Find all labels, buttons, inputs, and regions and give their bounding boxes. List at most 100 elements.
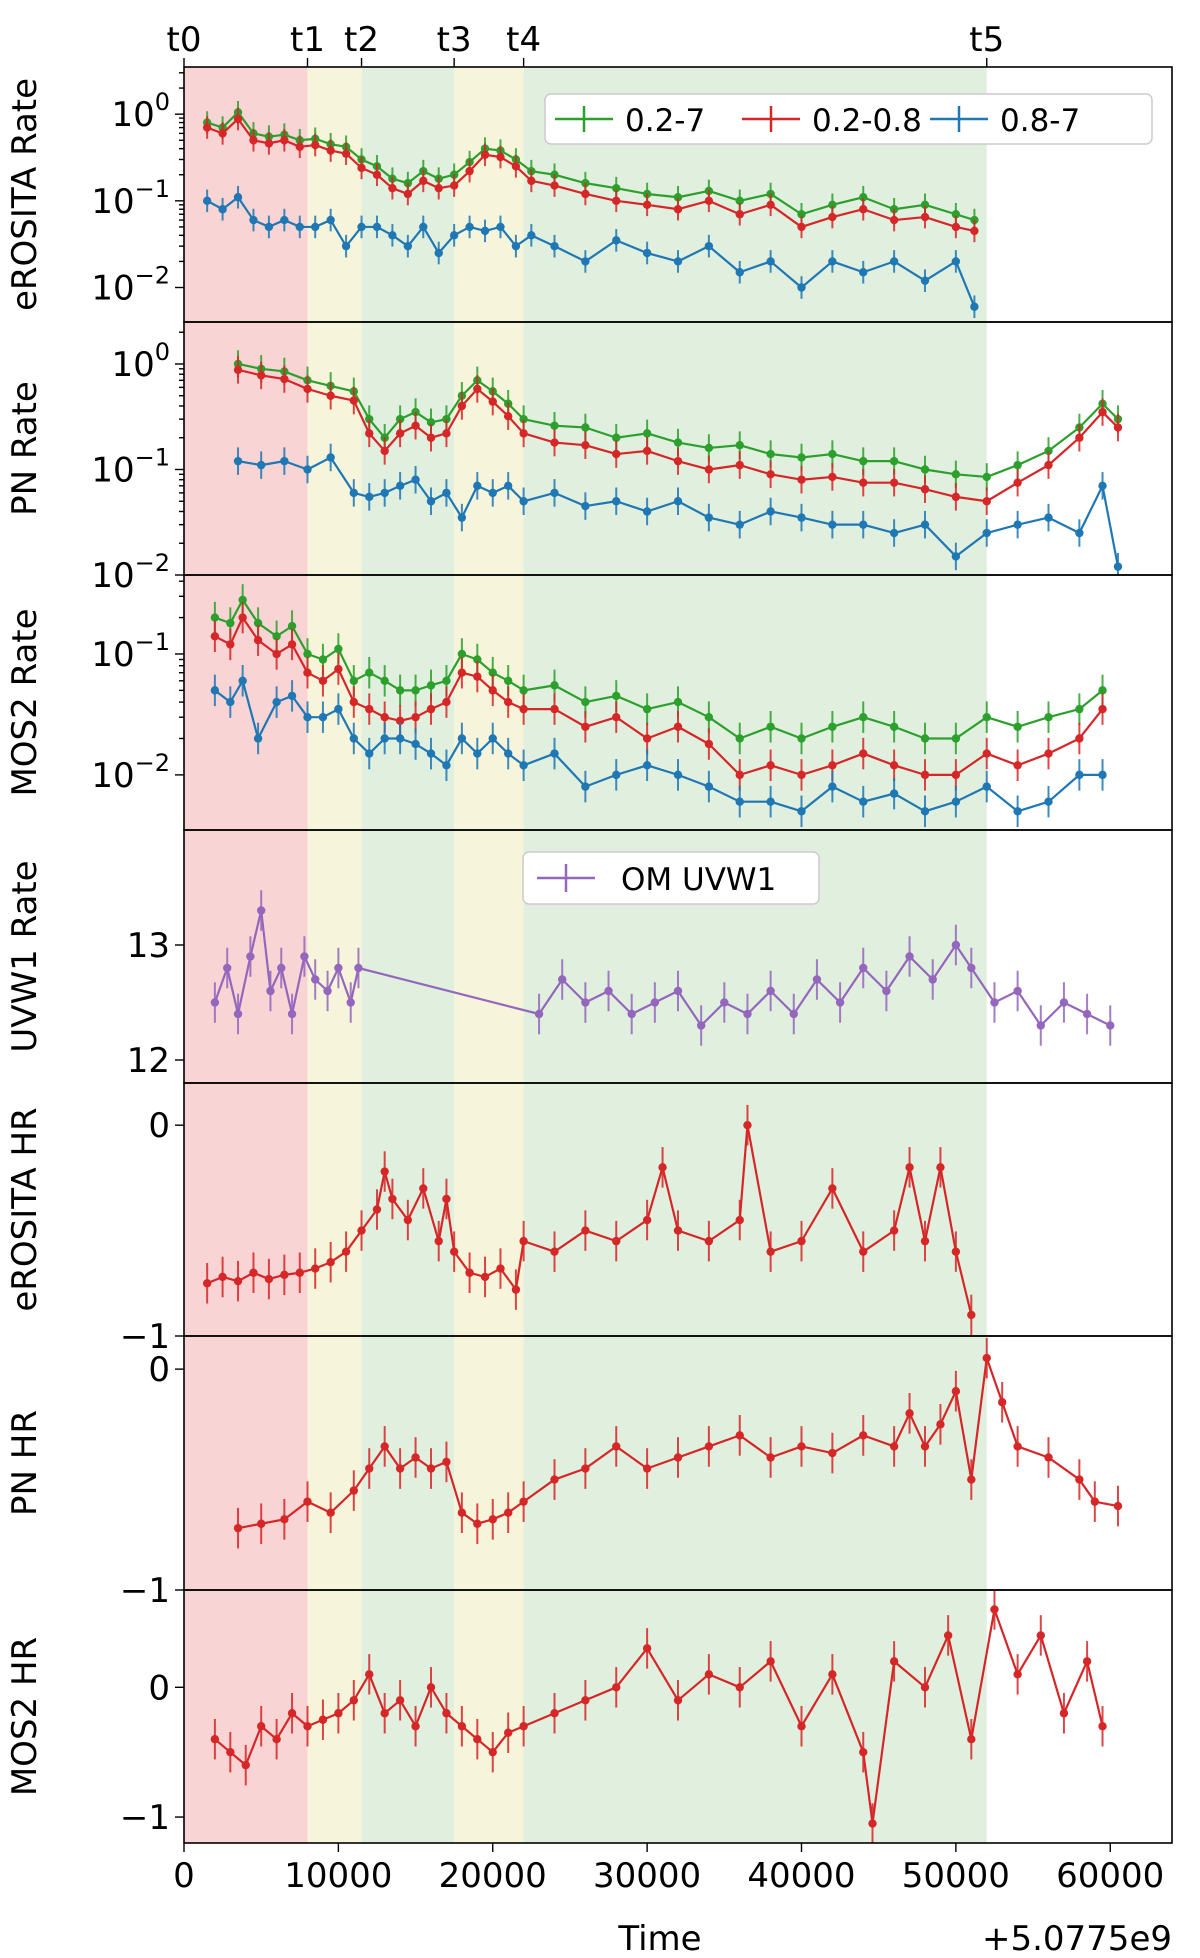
data-point bbox=[287, 1709, 297, 1718]
data-point bbox=[920, 734, 930, 743]
data-point bbox=[442, 761, 451, 770]
y-tick-label-erosita-hr-0: 0 bbox=[148, 1106, 170, 1146]
data-point bbox=[743, 1120, 752, 1130]
data-point bbox=[859, 1747, 868, 1757]
data-point bbox=[612, 183, 621, 193]
data-point bbox=[488, 1515, 497, 1524]
data-point bbox=[1036, 1631, 1045, 1640]
data-point bbox=[326, 215, 335, 225]
data-point bbox=[797, 734, 806, 743]
data-point bbox=[241, 1760, 250, 1770]
data-point bbox=[403, 189, 413, 199]
data-point bbox=[326, 1258, 335, 1267]
data-point bbox=[828, 200, 837, 209]
data-point bbox=[442, 429, 451, 438]
panel-mos2-hr: MOS2 HR 0 −1 bbox=[5, 1589, 1173, 1844]
y-tick-label-erosita-rate-0: 100 bbox=[111, 88, 170, 135]
data-point bbox=[365, 1464, 374, 1473]
data-point bbox=[797, 1236, 806, 1246]
data-point bbox=[735, 520, 744, 529]
panels: eROSITA Rate 100 10−1 10−2 0.2-7 0.2-0.8 0.8-7… bbox=[5, 66, 1173, 1844]
y-tick-label-uvw1-rate-0: 13 bbox=[127, 926, 170, 966]
data-point bbox=[357, 1226, 366, 1235]
data-point bbox=[889, 722, 899, 731]
data-point bbox=[426, 1683, 436, 1692]
data-point bbox=[581, 998, 590, 1007]
data-point bbox=[951, 470, 961, 479]
data-point bbox=[519, 686, 528, 695]
data-point bbox=[388, 231, 397, 240]
data-point bbox=[704, 241, 714, 251]
data-point bbox=[612, 1683, 621, 1692]
data-point bbox=[303, 1497, 312, 1506]
data-point bbox=[280, 1515, 289, 1524]
series-pn-rate-2 bbox=[233, 443, 1123, 575]
data-point bbox=[828, 761, 837, 770]
panel-frame-mos2-hr bbox=[183, 1589, 1173, 1844]
x-tick-label-5: 50000 bbox=[902, 1856, 1010, 1896]
data-point bbox=[704, 782, 714, 791]
x-axis-label: Time bbox=[617, 1919, 701, 1958]
data-point bbox=[233, 193, 243, 202]
data-point bbox=[488, 668, 497, 677]
data-point bbox=[650, 998, 660, 1007]
data-point bbox=[889, 761, 899, 770]
data-point bbox=[349, 396, 359, 405]
y-axis-label-pn-hr: PN HR bbox=[5, 1410, 45, 1516]
panel-erosita-hr: eROSITA HR 0 −1 bbox=[5, 1082, 1173, 1357]
data-point bbox=[503, 481, 513, 491]
data-point bbox=[735, 440, 744, 450]
data-point bbox=[264, 1274, 274, 1284]
data-point bbox=[318, 676, 328, 685]
data-point bbox=[797, 513, 806, 522]
series-uvw1-rate-0 bbox=[210, 890, 1115, 1046]
data-point bbox=[318, 1715, 328, 1724]
data-point bbox=[889, 1657, 899, 1666]
data-point bbox=[527, 231, 536, 240]
data-point bbox=[388, 1194, 397, 1204]
data-point bbox=[318, 712, 328, 722]
data-point bbox=[859, 749, 868, 758]
data-point bbox=[287, 1009, 297, 1019]
data-point bbox=[581, 423, 590, 432]
data-point bbox=[202, 196, 212, 206]
data-point bbox=[1075, 433, 1084, 442]
data-point bbox=[735, 1215, 744, 1225]
data-point bbox=[612, 196, 621, 206]
data-point bbox=[889, 478, 899, 487]
data-point bbox=[967, 1735, 976, 1744]
series-erosita-rate-2 bbox=[202, 185, 979, 319]
data-point bbox=[889, 456, 899, 466]
data-point bbox=[280, 456, 289, 466]
data-point bbox=[673, 1453, 683, 1462]
legend-erosita-rate: 0.2-7 0.2-0.8 0.8-7 bbox=[544, 93, 1153, 145]
data-point bbox=[797, 453, 806, 462]
data-point bbox=[859, 1247, 868, 1256]
data-point bbox=[480, 1272, 490, 1282]
epoch-label-t5: t5 bbox=[969, 20, 1004, 60]
data-point bbox=[970, 226, 979, 236]
data-point bbox=[395, 716, 405, 726]
data-point bbox=[673, 438, 683, 447]
data-point bbox=[868, 1819, 877, 1828]
data-point bbox=[426, 749, 436, 758]
data-point bbox=[1013, 478, 1022, 487]
data-point bbox=[488, 686, 497, 695]
data-point bbox=[372, 222, 382, 232]
epoch-band-3 bbox=[454, 67, 524, 1843]
data-point bbox=[951, 552, 961, 561]
data-point bbox=[642, 200, 652, 209]
data-point bbox=[735, 460, 744, 470]
data-point bbox=[365, 429, 374, 438]
data-point bbox=[797, 475, 806, 484]
data-point bbox=[673, 1226, 683, 1235]
data-point bbox=[673, 456, 683, 466]
data-point bbox=[581, 722, 590, 731]
data-point bbox=[920, 212, 930, 222]
data-point bbox=[581, 697, 590, 707]
data-point bbox=[828, 257, 837, 266]
data-point bbox=[642, 1464, 652, 1473]
data-point bbox=[341, 1247, 351, 1256]
y-axis-label-pn-rate: PN Rate bbox=[5, 381, 45, 516]
